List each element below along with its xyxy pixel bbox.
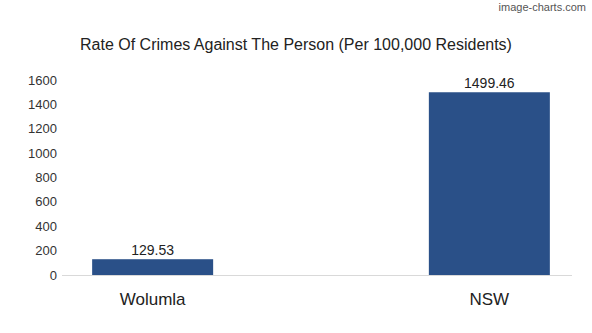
labels: 129.53 Wolumla 1499.46 NSW (120, 75, 515, 309)
bar (429, 92, 550, 275)
tick-mark (59, 128, 62, 129)
data-label: 129.53 (131, 242, 174, 258)
tick-label: 800 (35, 170, 57, 185)
bar (92, 259, 213, 275)
y-axis: 0 200 400 600 800 1000 1200 1400 1600 (28, 73, 62, 283)
tick-mark (59, 80, 62, 81)
tick-label: 400 (35, 219, 57, 234)
tick-label: 1600 (28, 73, 57, 88)
tick-label: 1400 (28, 97, 57, 112)
tick-mark (59, 250, 62, 251)
x-axis-line (62, 275, 572, 276)
tick-mark (59, 226, 62, 227)
tick-label: 0 (50, 268, 57, 283)
tick-mark (59, 104, 62, 105)
tick-label: 200 (35, 243, 57, 258)
tick-mark (59, 201, 62, 202)
bars (92, 92, 550, 275)
watermark: image-charts.com (499, 1, 586, 13)
tick-mark (59, 177, 62, 178)
category-label: NSW (470, 290, 510, 309)
data-label: 1499.46 (464, 75, 515, 91)
category-label: Wolumla (120, 290, 186, 309)
tick-label: 1200 (28, 121, 57, 136)
tick-mark (59, 153, 62, 154)
tick-mark (59, 275, 62, 276)
tick-label: 600 (35, 194, 57, 209)
title: Rate Of Crimes Against The Person (Per 1… (80, 36, 512, 53)
background (0, 0, 592, 333)
chart: image-charts.com Rate Of Crimes Against T… (0, 0, 592, 333)
tick-label: 1000 (28, 146, 57, 161)
